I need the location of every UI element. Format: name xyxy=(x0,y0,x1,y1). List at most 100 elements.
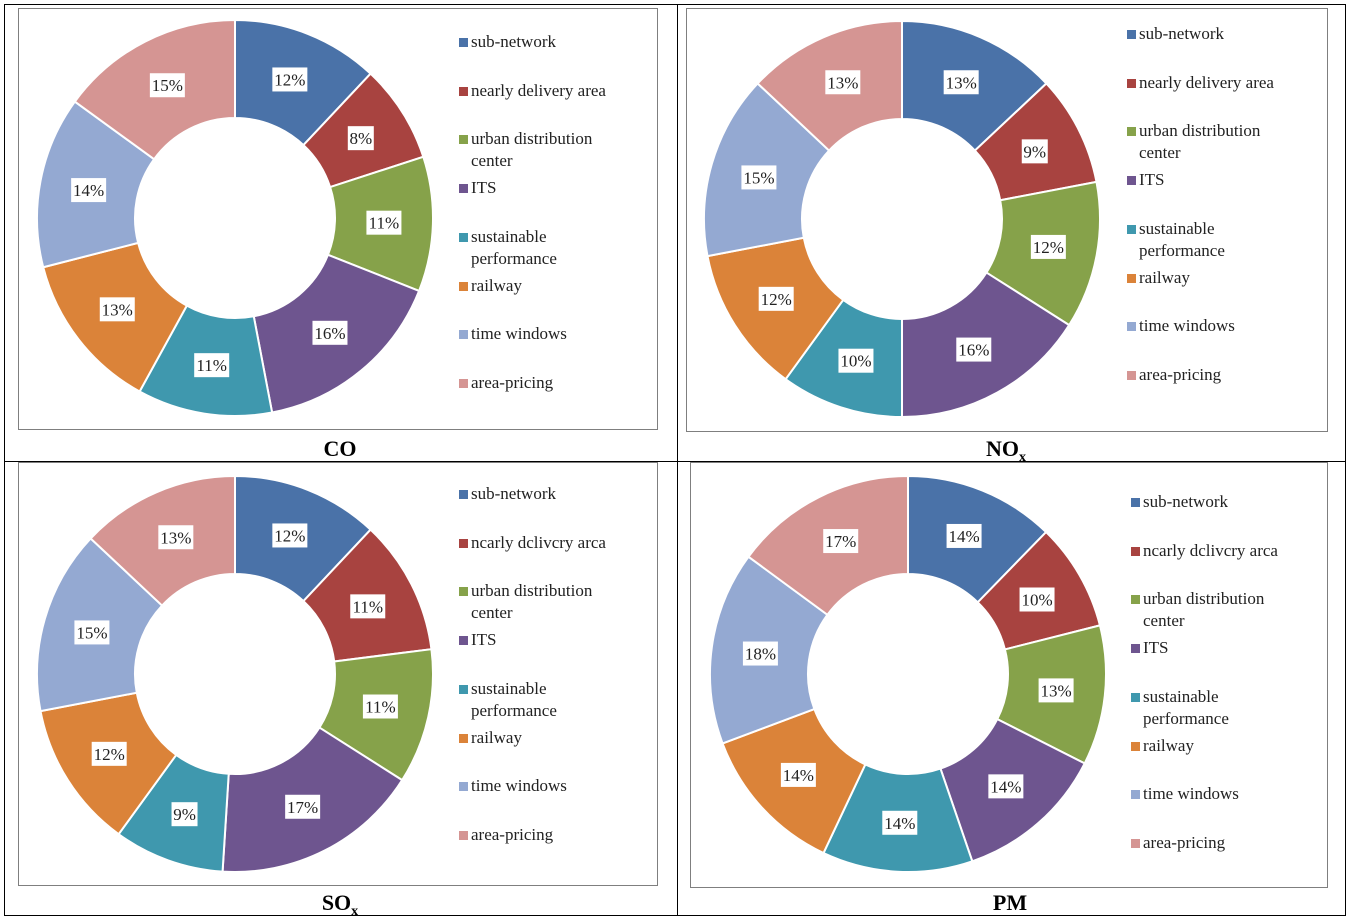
legend-label: ITS xyxy=(1139,170,1165,189)
legend-label: railway xyxy=(1139,268,1190,287)
legend-swatch xyxy=(1131,595,1140,604)
donut-chart-co: 12% 8% 11% 16% 11% 13% 14% 15% xyxy=(36,18,434,417)
legend-swatch xyxy=(1127,322,1136,331)
data-label-box xyxy=(956,337,992,362)
data-label-box xyxy=(350,594,386,619)
data-label: 12% xyxy=(761,290,792,309)
caption-nox: NOx xyxy=(906,436,1106,466)
chart-panel-pm: 14% 10% 13% 14% 14% 14% 18% 17% sub-network ncar… xyxy=(690,462,1328,888)
data-label: 11% xyxy=(369,214,400,233)
legend-swatch xyxy=(1127,371,1136,380)
legend-swatch xyxy=(1131,498,1140,507)
data-label-box xyxy=(1038,678,1074,703)
data-label-box xyxy=(946,523,982,548)
legend-label: urban distribution center xyxy=(1139,121,1261,162)
legend-swatch xyxy=(459,782,468,791)
caption-pm-text: PM xyxy=(992,890,1028,915)
legend-swatch xyxy=(1131,547,1140,556)
data-label-box xyxy=(882,810,918,835)
data-label: 14% xyxy=(948,527,979,546)
data-label: 17% xyxy=(825,532,856,551)
data-label-box xyxy=(838,348,874,373)
data-label: 15% xyxy=(152,76,183,95)
legend-swatch xyxy=(459,282,468,291)
legend-label: time windows xyxy=(1139,316,1235,335)
legend-label: ncarly dclivcry arca xyxy=(471,533,606,552)
grid-border-top xyxy=(4,4,1346,5)
data-label: 10% xyxy=(1021,591,1052,610)
donut-chart-sox: 12% 11% 11% 17% 9% 12% 15% 13% xyxy=(36,474,434,873)
data-label-box xyxy=(272,523,308,548)
grid-border-right xyxy=(1345,4,1346,916)
legend-label: sub-network xyxy=(471,484,556,503)
data-label: 11% xyxy=(196,356,227,375)
chart-panel-co: 12% 8% 11% 16% 11% 13% 14% 15% sub-network nearl… xyxy=(18,8,658,430)
legend-label: urban distribution center xyxy=(471,581,593,622)
data-label: 9% xyxy=(1023,142,1046,161)
legend-label: ITS xyxy=(471,630,497,649)
legend-swatch xyxy=(459,734,468,743)
legend-label: urban distribution center xyxy=(471,129,593,170)
data-label: 16% xyxy=(958,341,989,360)
legend-swatch xyxy=(1127,225,1136,234)
legend-label: urban distribution center xyxy=(1143,589,1265,630)
data-label-box xyxy=(780,762,816,787)
legend-label: ITS xyxy=(1143,638,1169,657)
data-label: 15% xyxy=(743,168,774,187)
grid-border-left xyxy=(4,4,5,916)
data-label-box xyxy=(742,641,778,666)
legend-label: area-pricing xyxy=(471,373,554,392)
legend-swatch xyxy=(459,379,468,388)
legend-label: nearly delivery area xyxy=(1139,73,1274,92)
caption-sox-sub: x xyxy=(351,904,359,919)
legend-swatch xyxy=(459,831,468,840)
legend-swatch xyxy=(459,330,468,339)
legend-swatch xyxy=(459,87,468,96)
data-label: 14% xyxy=(990,777,1021,796)
legend-swatch xyxy=(1131,742,1140,751)
legend-swatch xyxy=(459,233,468,242)
legend-swatch xyxy=(459,135,468,144)
legend-label: time windows xyxy=(471,324,567,343)
legend-swatch xyxy=(459,539,468,548)
data-label: 8% xyxy=(349,129,372,148)
data-label-box xyxy=(171,802,198,827)
data-label-box xyxy=(1021,139,1048,164)
legend-label: area-pricing xyxy=(1139,365,1222,384)
data-label-box xyxy=(285,794,321,819)
data-label: 12% xyxy=(94,745,125,764)
data-label: 14% xyxy=(73,181,104,200)
caption-pm: PM xyxy=(910,890,1110,920)
legend-label: sub-network xyxy=(471,32,556,51)
data-label: 12% xyxy=(1033,238,1064,257)
data-label-box xyxy=(1019,587,1055,612)
legend-swatch xyxy=(1127,274,1136,283)
caption-nox-text: NO xyxy=(986,436,1019,461)
legend-swatch xyxy=(1127,30,1136,39)
legend-swatch xyxy=(1131,790,1140,799)
legend-label: sub-network xyxy=(1139,24,1224,43)
chart-panel-nox: 13% 9% 12% 16% 10% 12% 15% 13% sub-network nearl… xyxy=(686,8,1328,432)
grid-divider-horizontal xyxy=(4,461,1346,462)
donut-chart-nox: 13% 9% 12% 16% 10% 12% 15% 13% xyxy=(703,19,1101,419)
data-label-box xyxy=(312,320,348,345)
figure-grid xyxy=(4,4,1346,916)
legend-swatch xyxy=(459,685,468,694)
donut-chart-pm: 14% 10% 13% 14% 14% 14% 18% 17% xyxy=(709,474,1107,873)
legend-label: time windows xyxy=(1143,784,1239,803)
legend-label: railway xyxy=(471,728,522,747)
data-label: 9% xyxy=(173,805,196,824)
data-label-box xyxy=(823,529,859,554)
legend-label: time windows xyxy=(471,776,567,795)
data-label: 10% xyxy=(840,352,871,371)
data-label: 13% xyxy=(102,300,133,319)
caption-sox-text: SO xyxy=(321,890,352,915)
data-label-box xyxy=(741,165,777,190)
data-label-box xyxy=(158,525,194,550)
data-label: 13% xyxy=(160,528,191,547)
data-label: 12% xyxy=(274,70,305,89)
data-label: 18% xyxy=(745,645,776,664)
data-label: 13% xyxy=(1041,681,1072,700)
chart-panel-sox: 12% 11% 11% 17% 9% 12% 15% 13% sub-network ncarl… xyxy=(18,462,658,886)
data-label-box xyxy=(272,67,308,92)
